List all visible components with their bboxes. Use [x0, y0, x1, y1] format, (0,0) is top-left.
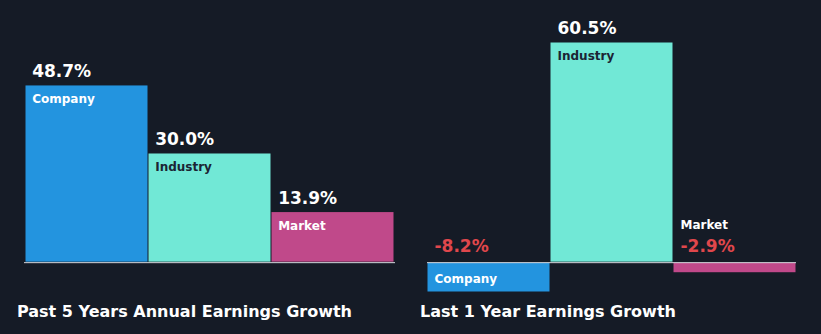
svg-text:Industry: Industry [558, 49, 615, 63]
svg-text:-8.2%: -8.2% [435, 236, 489, 256]
svg-text:-2.9%: -2.9% [681, 236, 735, 256]
html-text:Last 1 Year Earnings Growth: Last 1 Year Earnings Growth [420, 302, 676, 321]
svg-text:13.9%: 13.9% [278, 188, 337, 208]
svg-text:Market: Market [278, 219, 326, 233]
svg-text:30.0%: 30.0% [155, 129, 214, 149]
svg-text:48.7%: 48.7% [32, 61, 91, 81]
svg-text:Industry: Industry [155, 160, 212, 174]
html-text:Past 5 Years Annual Earnings G: Past 5 Years Annual Earnings Growth [17, 302, 352, 321]
svg-text:Market: Market [681, 218, 729, 232]
svg-text:Company: Company [435, 272, 498, 286]
svg-text:60.5%: 60.5% [558, 18, 617, 38]
svg-text:Company: Company [32, 92, 95, 106]
